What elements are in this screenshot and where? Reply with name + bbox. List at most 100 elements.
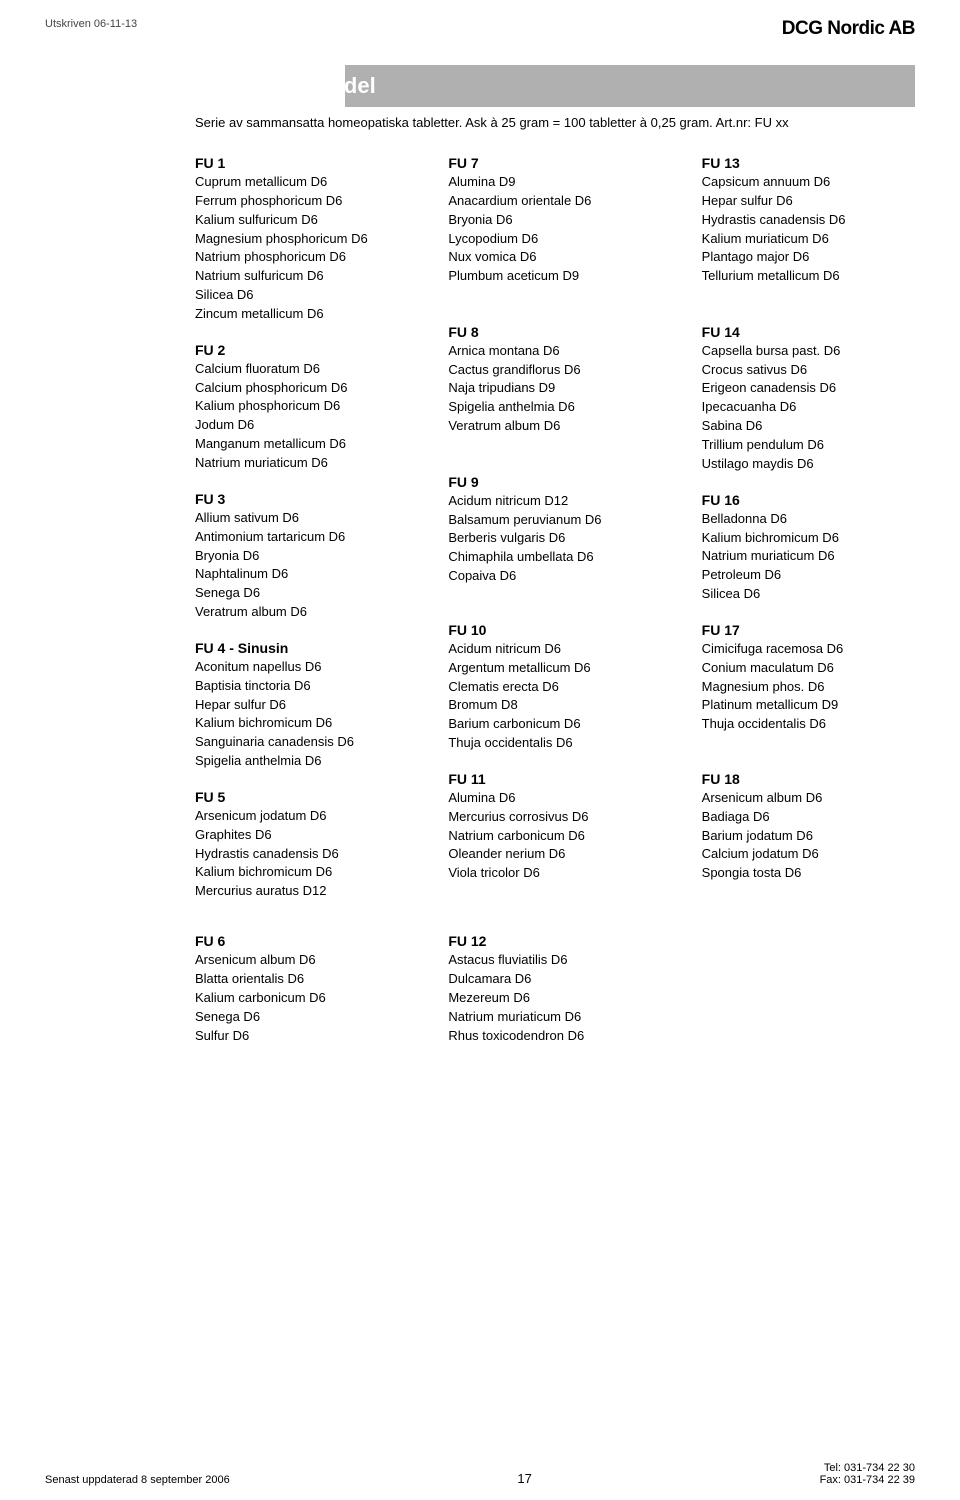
group-item: Natrium muriaticum D6: [702, 547, 915, 566]
group-item: Spongia tosta D6: [702, 864, 915, 883]
group-item: Graphites D6: [195, 826, 408, 845]
group-item: Arsenicum album D6: [702, 789, 915, 808]
group-item: Rhus toxicodendron D6: [448, 1027, 661, 1046]
group-item: Antimonium tartaricum D6: [195, 528, 408, 547]
group-item: Cuprum metallicum D6: [195, 173, 408, 192]
product-group: FU 11 Alumina D6Mercurius corrosivus D6Na…: [448, 771, 661, 883]
group-item: Bryonia D6: [448, 211, 661, 230]
product-group: FU 4 - SinusinAconitum napellus D6Baptis…: [195, 640, 408, 771]
group-item: Naphtalinum D6: [195, 565, 408, 584]
group-item: Acidum nitricum D6: [448, 640, 661, 659]
group-item: Spigelia anthelmia D6: [448, 398, 661, 417]
group-item: Kalium bichromicum D6: [195, 714, 408, 733]
group-item: Kalium carbonicum D6: [195, 989, 408, 1008]
group-item: Clematis erecta D6: [448, 678, 661, 697]
group-item: Natrium phosphoricum D6: [195, 248, 408, 267]
group-item: Jodum D6: [195, 416, 408, 435]
product-group: FU 14 Capsella bursa past. D6Crocus sativ…: [702, 324, 915, 474]
product-group: FU 1Cuprum metallicum D6Ferrum phosphori…: [195, 155, 408, 324]
group-title: FU 10: [448, 622, 661, 638]
product-group: FU 7Alumina D9Anacardium orientale D6Bry…: [448, 155, 661, 286]
footer-fax: Fax: 031-734 22 39: [820, 1474, 915, 1486]
group-item: Anacardium orientale D6: [448, 192, 661, 211]
group-item: Senega D6: [195, 1008, 408, 1027]
group-item: Argentum metallicum D6: [448, 659, 661, 678]
group-item: Calcium jodatum D6: [702, 845, 915, 864]
group-item: Lycopodium D6: [448, 230, 661, 249]
group-item: Magnesium phos. D6: [702, 678, 915, 697]
group-item: Sulfur D6: [195, 1027, 408, 1046]
group-item: Natrium muriaticum D6: [195, 454, 408, 473]
group-item: Ipecacuanha D6: [702, 398, 915, 417]
group-item: Acidum nitricum D12: [448, 492, 661, 511]
page-title: Funktionsmedel: [207, 73, 903, 99]
group-item: Mercurius corrosivus D6: [448, 808, 661, 827]
group-title: FU 13: [702, 155, 915, 171]
group-item: Balsamum peruvianum D6: [448, 511, 661, 530]
group-item: Sanguinaria canadensis D6: [195, 733, 408, 752]
group-item: Conium maculatum D6: [702, 659, 915, 678]
group-item: Natrium carbonicum D6: [448, 827, 661, 846]
print-date: Utskriven 06-11-13: [45, 18, 137, 30]
group-item: Calcium phosphoricum D6: [195, 379, 408, 398]
group-item: Alumina D6: [448, 789, 661, 808]
group-item: Arsenicum album D6: [195, 951, 408, 970]
group-item: Sabina D6: [702, 417, 915, 436]
footer-updated: Senast uppdaterad 8 september 2006: [45, 1474, 230, 1486]
group-title: FU 5: [195, 789, 408, 805]
footer-page-number: 17: [517, 1471, 531, 1486]
company-name: DCG Nordic AB: [782, 18, 915, 40]
product-group: FU 13Capsicum annuum D6Hepar sulfur D6Hy…: [702, 155, 915, 286]
group-item: Dulcamara D6: [448, 970, 661, 989]
group-item: Thuja occidentalis D6: [448, 734, 661, 753]
group-item: Kalium bichromicum D6: [195, 863, 408, 882]
group-title: FU 11: [448, 771, 661, 787]
group-item: Hepar sulfur D6: [702, 192, 915, 211]
group-title: FU 1: [195, 155, 408, 171]
column: FU 7Alumina D9Anacardium orientale D6Bry…: [448, 155, 661, 1063]
group-item: Bryonia D6: [195, 547, 408, 566]
subtitle: Serie av sammansatta homeopatiska tablet…: [195, 115, 915, 130]
group-item: Astacus fluviatilis D6: [448, 951, 661, 970]
group-item: Mercurius auratus D12: [195, 882, 408, 901]
group-item: Hydrastis canadensis D6: [702, 211, 915, 230]
group-item: Plumbum aceticum D9: [448, 267, 661, 286]
group-item: Barium carbonicum D6: [448, 715, 661, 734]
group-item: Arsenicum jodatum D6: [195, 807, 408, 826]
group-item: Natrium muriaticum D6: [448, 1008, 661, 1027]
group-item: Crocus sativus D6: [702, 361, 915, 380]
group-item: Aconitum napellus D6: [195, 658, 408, 677]
group-item: Plantago major D6: [702, 248, 915, 267]
product-group: FU 5 Arsenicum jodatum D6Graphites D6Hydr…: [195, 789, 408, 901]
title-box: Funktionsmedel: [195, 65, 915, 107]
group-item: Spigelia anthelmia D6: [195, 752, 408, 771]
group-item: Belladonna D6: [702, 510, 915, 529]
group-item: Hydrastis canadensis D6: [195, 845, 408, 864]
group-item: Kalium phosphoricum D6: [195, 397, 408, 416]
product-group: FU 16Belladonna D6Kalium bichromicum D6N…: [702, 492, 915, 604]
product-group: FU 3 Allium sativum D6Antimonium tartaric…: [195, 491, 408, 622]
product-group: FU 17Cimicifuga racemosa D6Conium macula…: [702, 622, 915, 734]
group-item: Platinum metallicum D9: [702, 696, 915, 715]
group-title: FU 2: [195, 342, 408, 358]
group-title: FU 3: [195, 491, 408, 507]
group-item: Allium sativum D6: [195, 509, 408, 528]
group-item: Nux vomica D6: [448, 248, 661, 267]
group-item: Blatta orientalis D6: [195, 970, 408, 989]
product-group: FU 10 Acidum nitricum D6Argentum metallic…: [448, 622, 661, 753]
group-item: Baptisia tinctoria D6: [195, 677, 408, 696]
group-item: Cimicifuga racemosa D6: [702, 640, 915, 659]
group-title: FU 14: [702, 324, 915, 340]
group-item: Barium jodatum D6: [702, 827, 915, 846]
group-item: Capsella bursa past. D6: [702, 342, 915, 361]
group-item: Arnica montana D6: [448, 342, 661, 361]
group-item: Ustilago maydis D6: [702, 455, 915, 474]
group-item: Veratrum album D6: [195, 603, 408, 622]
group-item: Naja tripudians D9: [448, 379, 661, 398]
group-item: Zincum metallicum D6: [195, 305, 408, 324]
product-group: FU 8Arnica montana D6Cactus grandiflorus…: [448, 324, 661, 436]
group-item: Veratrum album D6: [448, 417, 661, 436]
group-item: Natrium sulfuricum D6: [195, 267, 408, 286]
page-footer: Senast uppdaterad 8 september 2006 17 Te…: [45, 1462, 915, 1486]
footer-tel: Tel: 031-734 22 30: [820, 1462, 915, 1474]
